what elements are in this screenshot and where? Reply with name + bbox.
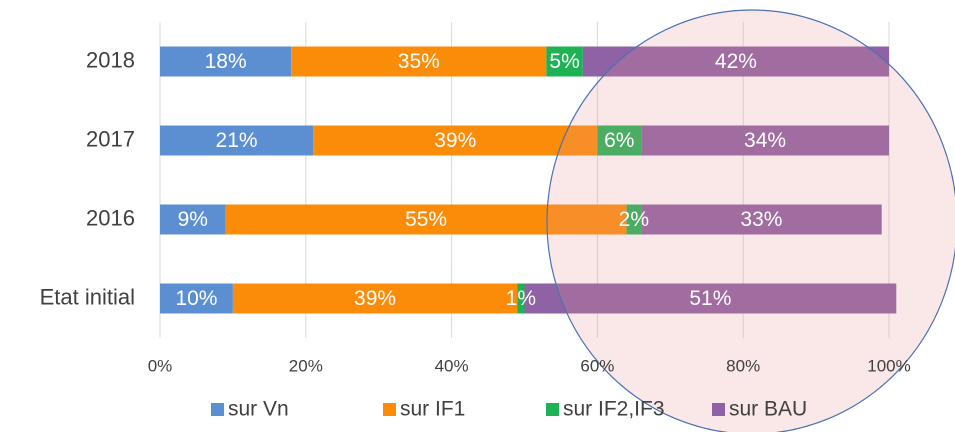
x-tick-label: 60%	[580, 356, 614, 375]
data-label: 5%	[549, 50, 579, 73]
bar-segment	[232, 283, 518, 314]
y-tick-label: 2017	[86, 126, 135, 151]
bar-segment	[225, 204, 627, 235]
legend-swatch	[712, 403, 725, 416]
data-label: 2%	[619, 208, 649, 231]
bar-segment	[160, 204, 226, 235]
x-tick-label: 100%	[867, 356, 910, 375]
plot-area	[159, 22, 897, 338]
bar-segment	[160, 283, 233, 314]
data-label: 39%	[354, 287, 396, 310]
legend-label: sur Vn	[228, 398, 289, 421]
labels: 0% 20% 40% 60% 80% 100% 2018 18% 35% 5% 42% 2017 21%…	[40, 47, 911, 420]
data-label: 1%	[506, 287, 536, 310]
bar-segment	[546, 46, 583, 77]
bar-segment	[641, 125, 889, 156]
data-label: 35%	[398, 50, 440, 73]
data-label: 10%	[175, 287, 217, 310]
legend-swatch	[383, 403, 396, 416]
highlight-ellipse	[546, 9, 955, 432]
bar-segment	[524, 283, 897, 314]
legend-label: sur IF2,IF3	[563, 398, 665, 421]
bar-segment	[597, 125, 642, 156]
bar-segment	[517, 283, 525, 314]
data-label: 6%	[604, 129, 634, 152]
data-label: 51%	[689, 287, 731, 310]
y-tick-label: 2018	[86, 47, 135, 72]
legend-label: sur IF1	[400, 398, 465, 421]
bar-segment	[313, 125, 598, 156]
x-tick-label: 0%	[148, 356, 173, 375]
data-label: 21%	[216, 129, 258, 152]
bar-segment	[160, 46, 292, 77]
x-tick-label: 20%	[289, 356, 323, 375]
data-label: 39%	[434, 129, 476, 152]
x-tick-label: 80%	[726, 356, 760, 375]
bar-segment	[160, 125, 314, 156]
bar-segment	[582, 46, 889, 77]
data-label: 34%	[744, 129, 786, 152]
data-label: 42%	[715, 50, 757, 73]
data-label: 55%	[405, 208, 447, 231]
bar-segment	[641, 204, 882, 235]
y-tick-label: 2016	[86, 205, 135, 230]
y-tick-label: Etat initial	[40, 284, 135, 309]
legend-swatch	[546, 403, 559, 416]
data-label: 18%	[205, 50, 247, 73]
legend-label: sur BAU	[729, 398, 807, 421]
x-tick-label: 40%	[435, 356, 469, 375]
bar-segment	[626, 204, 642, 235]
data-label: 33%	[740, 208, 782, 231]
legend-swatch	[211, 403, 224, 416]
data-label: 9%	[178, 208, 208, 231]
bar-segment	[291, 46, 547, 77]
